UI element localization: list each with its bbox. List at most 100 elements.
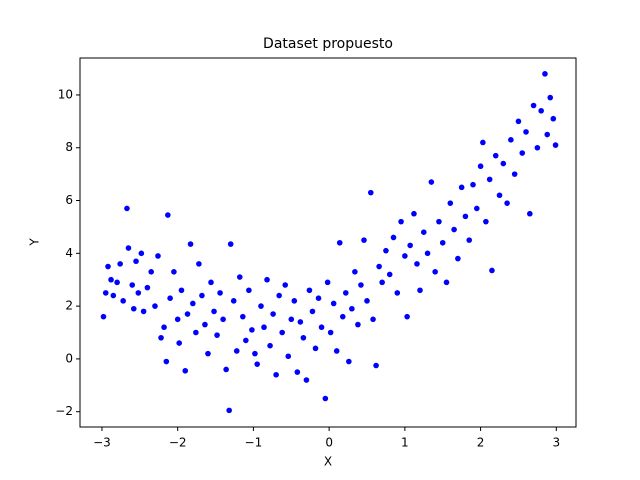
scatter-point [538,107,544,114]
y-tick-label: 6 [65,193,73,207]
scatter-point [480,139,486,146]
scatter-point [174,316,181,323]
y-tick-label: 8 [65,140,73,154]
scatter-point [309,308,316,315]
scatter-point [383,247,389,254]
scatter-point [214,332,220,338]
scatter-point [120,298,126,304]
scatter-point [202,321,208,328]
scatter-point [470,181,476,188]
scatter-point [414,261,420,267]
scatter-point [489,267,495,274]
scatter-point [223,366,229,373]
scatter-point [420,229,427,236]
scatter-point [451,226,457,233]
scatter-point [508,137,514,143]
scatter-point [261,324,267,331]
scatter-point [402,253,408,259]
scatter-point [530,102,537,109]
scatter-point [515,118,522,125]
scatter-point [178,287,185,294]
scatter-point [511,171,518,177]
scatter-point [208,279,214,286]
x-tick-label: 0 [325,436,333,450]
scatter-point [129,282,136,288]
scatter-point [327,329,334,336]
scatter-point [243,337,249,344]
scatter-point [486,176,493,183]
scatter-point [552,142,559,148]
scatter-point [407,242,413,249]
scatter-point [318,324,325,331]
scatter-point [297,319,304,325]
scatter-point [171,268,177,275]
scatter-point [358,282,364,288]
y-tick-label: −2 [55,404,73,418]
scatter-point [342,290,349,296]
scatter-point [474,205,480,212]
scatter-point [252,350,258,357]
x-tick-label: 3 [552,436,560,450]
scatter-point [352,268,358,275]
scatter-point [315,295,322,301]
chart-title: Dataset propuesto [263,36,393,52]
scatter-point [370,316,376,323]
scatter-point [519,150,526,156]
scatter-point [376,263,382,270]
scatter-point [279,329,285,336]
x-tick-label: 1 [401,436,409,450]
scatter-point [199,292,205,299]
x-tick-label: −1 [245,436,263,450]
scatter-point [144,284,151,291]
scatter-point [398,218,404,225]
scatter-point [447,200,454,206]
scatter-point [312,345,319,352]
scatter-point [542,71,548,77]
scatter-point [455,255,461,262]
y-tick-label: 0 [65,351,73,365]
scatter-point [373,362,379,369]
scatter-point [355,321,361,328]
scatter-point [432,268,438,275]
x-tick-label: −3 [93,436,111,450]
scatter-point [270,311,276,317]
scatter-point [158,334,164,341]
scatter-point [477,163,484,170]
scatter-point [458,184,465,191]
scatter-point [152,303,158,309]
scatter-point [273,371,279,378]
scatter-point [246,287,252,294]
scatter-point [125,245,132,251]
scatter-point [105,263,111,270]
scatter-point [324,279,331,286]
scatter-point [155,253,161,259]
scatter-point [330,300,337,307]
scatter-point [379,279,385,286]
scatter-point [294,369,301,375]
scatter-point [102,290,109,296]
scatter-point [300,334,307,341]
scatter-point [182,367,189,374]
scatter-point [322,395,329,402]
scatter-point [364,298,370,304]
x-tick-label: 2 [477,436,485,450]
scatter-point [523,129,529,135]
scatter-point [133,258,139,265]
scatter-point [547,94,554,101]
scatter-point [483,218,489,225]
scatter-point [130,305,137,312]
scatter-point [176,340,182,346]
y-tick-label: 4 [65,246,73,260]
scatter-point [492,152,499,159]
scatter-point [100,313,107,320]
scatter-point [110,292,117,299]
scatter-point [404,313,410,320]
scatter-point [367,189,374,196]
scatter-point [187,241,194,247]
scatter-point [226,407,232,414]
scatter-point [496,192,503,199]
scatter-point [500,160,507,167]
scatter-point [504,200,510,206]
scatter-point [550,115,557,122]
